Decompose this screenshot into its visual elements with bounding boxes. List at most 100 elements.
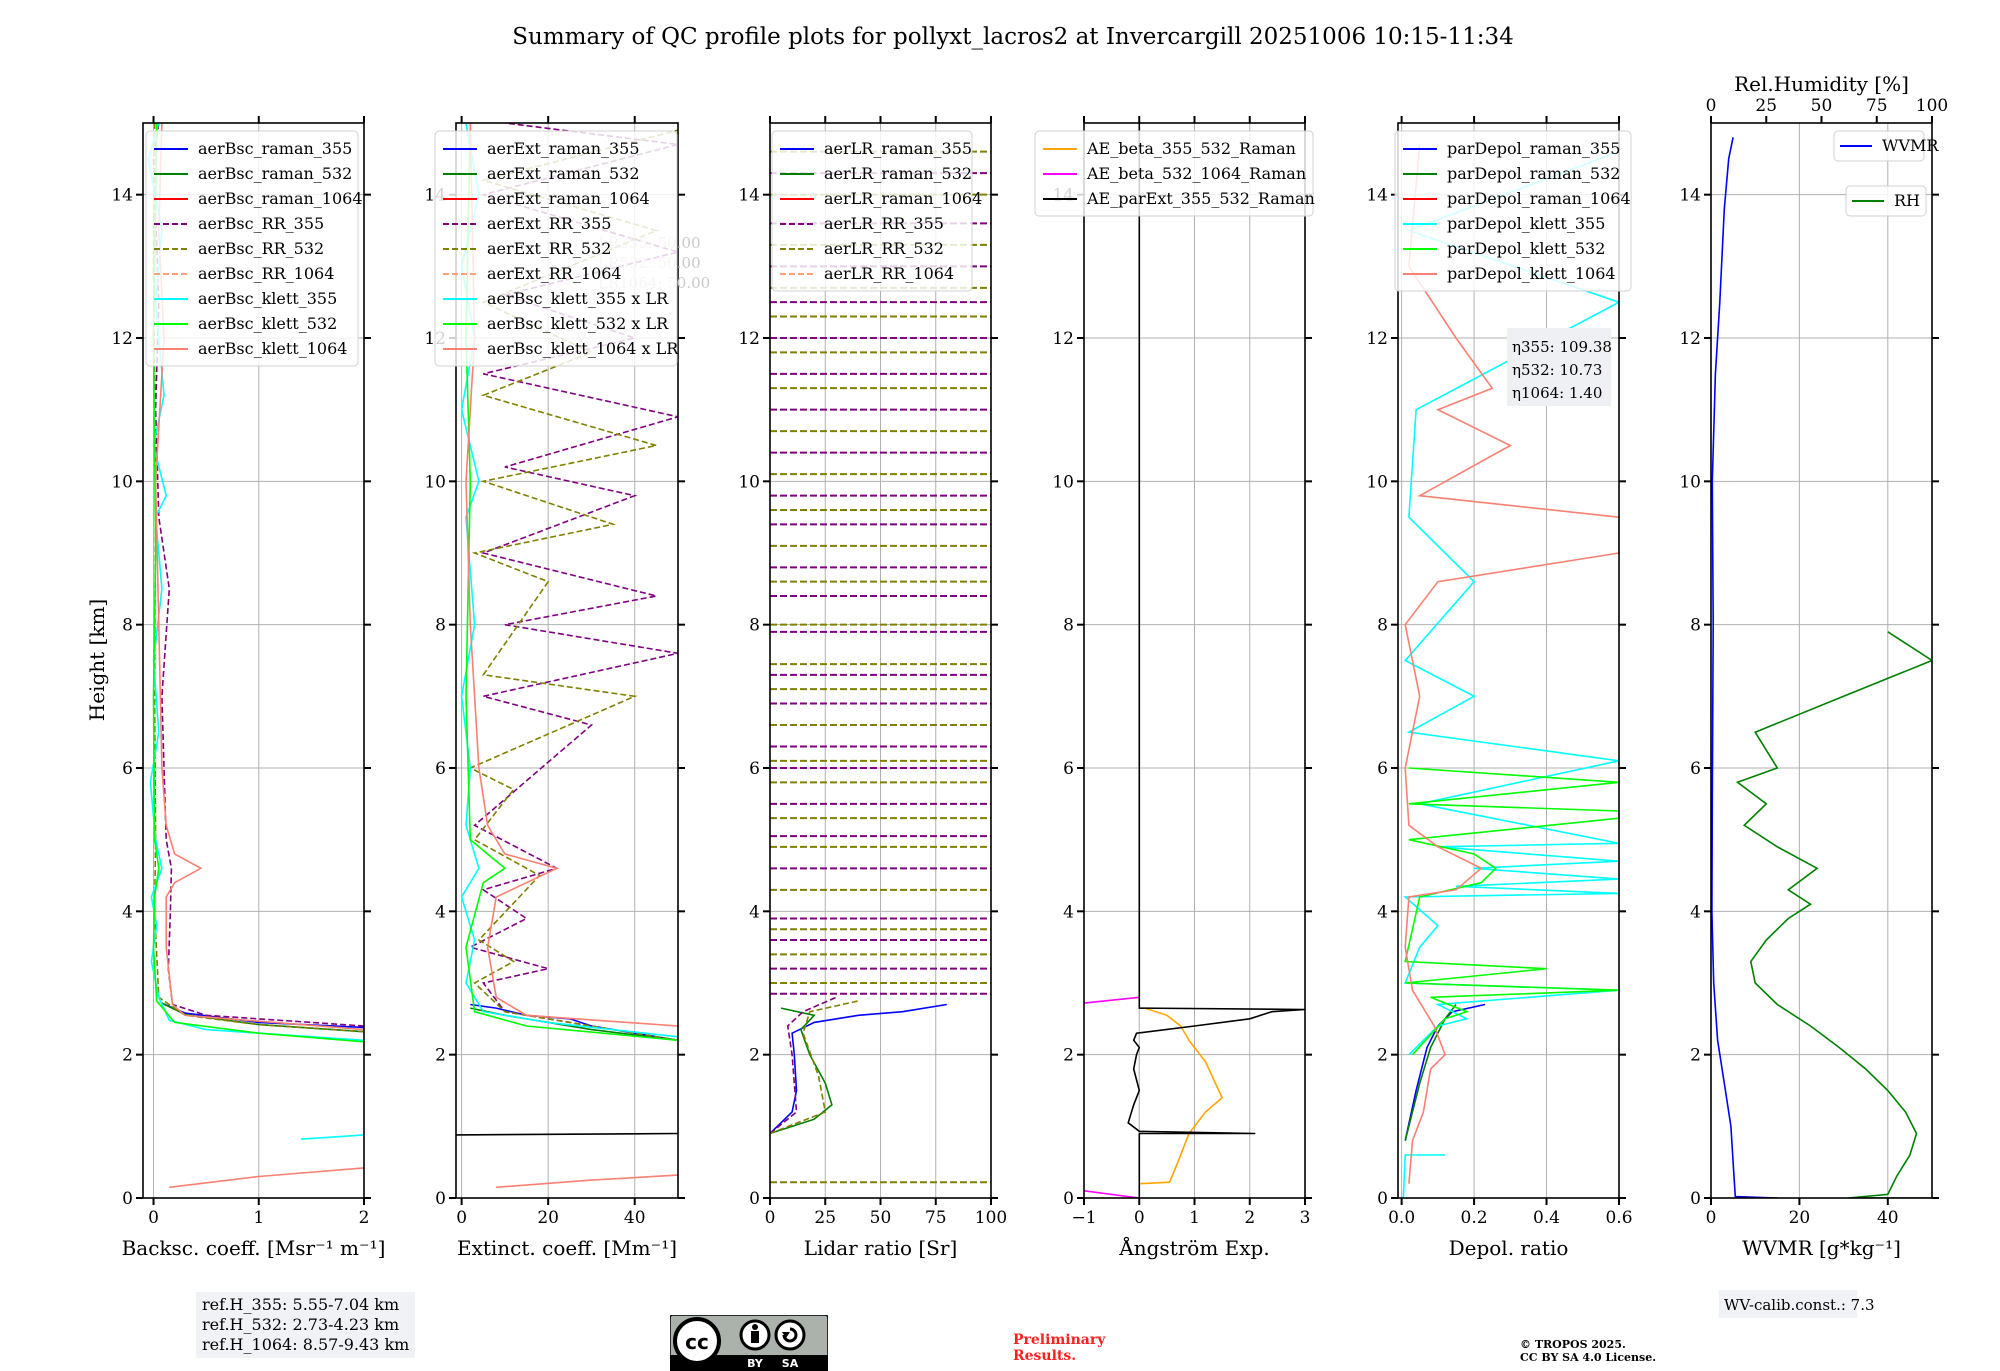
legend-label: aerLR_RR_355 (824, 214, 944, 233)
y-tick-label: 0 (749, 1189, 760, 1209)
preliminary-line-2: Results. (1013, 1348, 1077, 1364)
copyright-note: © TROPOS 2025. CC BY SA 4.0 License. (1520, 1338, 1656, 1364)
reference-heights-box: ref.H_355: 5.55-7.04 km ref.H_532: 2.73-… (196, 1292, 416, 1358)
y-tick-label: 6 (122, 759, 133, 779)
y-tick-label: 12 (1679, 329, 1701, 349)
legend-label: aerBsc_klett_355 (198, 289, 337, 308)
axes-frame (1397, 122, 1620, 1199)
top-x-tick-label: 50 (1811, 96, 1833, 116)
series-aerBsc-raman-532 (161, 1002, 364, 1033)
series-parDepol-klett-1064 (1404, 144, 1619, 1184)
legend-label: aerLR_RR_1064 (824, 264, 954, 283)
y-tick-label: 0 (1690, 1189, 1701, 1209)
panel-depol: 0.0 0.2 0.4 0.6 0 2 4 6 8 10 12 14 Depol. ratio parDe… (1366, 116, 1633, 1260)
x-tick-label: −1 (1071, 1208, 1096, 1228)
eta-value: η355: 109.38 (1512, 338, 1612, 356)
panel-angstrom: −1012302468101214Ångström Exp.AE_beta_35… (1034, 116, 1315, 1260)
axes-frame (142, 122, 365, 1199)
y-tick-label: 0 (435, 1189, 446, 1209)
x-tick-label: 0.2 (1461, 1208, 1488, 1228)
x-tick-label: 0.4 (1533, 1208, 1560, 1228)
legend-label: aerBsc_raman_1064 (198, 189, 363, 208)
legend-label: aerBsc_raman_355 (198, 139, 352, 158)
legend-label: aerBsc_RR_532 (198, 239, 324, 258)
x-tick-label: 20 (537, 1208, 559, 1228)
legend-label: aerLR_raman_532 (824, 164, 972, 183)
x-tick-label: 0 (1706, 1208, 1717, 1228)
legend: parDepol_raman_355 parDepol_raman_532 parD… (1394, 130, 1632, 292)
legend-WVMR: WVMR (1833, 130, 1939, 162)
wv-calib-annotation: WV-calib.const.: 7.3 (1719, 1290, 1875, 1318)
panel-water-vapor: 0 20 40 0 2 4 6 8 10 12 14 WVMR [g*kg⁻¹] 0 25 50 75 100 R… (1679, 72, 1948, 1318)
legend: aerExt_raman_355 aerExt_raman_532 aerExt_r… (434, 130, 679, 367)
eta-value: η1064: 1.40 (1512, 384, 1602, 402)
y-tick-label: 0 (1063, 1189, 1074, 1209)
series-parDepol-raman-532 (1404, 1004, 1457, 1141)
copyright-line-2: CC BY SA 4.0 License. (1520, 1351, 1657, 1364)
legend-RH: RH (1845, 185, 1927, 217)
y-tick-label: 2 (1377, 1046, 1388, 1066)
y-tick-label: 14 (1679, 186, 1701, 206)
x-tick-label: 25 (814, 1208, 836, 1228)
x-axis-label: Backsc. coeff. [Msr⁻¹ m⁻¹] (122, 1236, 386, 1260)
x-tick-label: 2 (359, 1208, 370, 1228)
legend: aerBsc_raman_355 aerBsc_raman_532 aerBsc_r… (145, 130, 363, 367)
y-tick-label: 6 (1377, 759, 1388, 779)
series-aerLR-RR-355 (770, 996, 837, 1135)
legend-label: aerLR_raman_355 (824, 139, 972, 158)
series-aerBsc-klett-532 (152, 123, 364, 1043)
legend-label: parDepol_klett_532 (1447, 239, 1605, 258)
y-tick-label: 14 (111, 186, 133, 206)
y-tick-label: 10 (1366, 472, 1388, 492)
y-tick-label: 10 (111, 472, 133, 492)
legend-label: aerBsc_klett_532 x LR (487, 314, 669, 333)
legend-label: aerExt_RR_355 (487, 214, 611, 233)
y-tick-label: 2 (435, 1046, 446, 1066)
series-WVMR (1711, 137, 1778, 1198)
x-tick-label: 0 (765, 1208, 776, 1228)
plot-area (147, 123, 364, 1189)
legend: aerLR_raman_355 aerLR_raman_532 aerLR_rama… (771, 130, 982, 292)
badge-by-label: BY (747, 1357, 764, 1370)
plot-area (1711, 137, 1932, 1198)
panel-extinction: 0204002468101214Extinct. coeff. [Mm⁻¹]LR… (424, 116, 710, 1260)
y-tick-label: 2 (1063, 1046, 1074, 1066)
legend-label: RH (1894, 191, 1920, 210)
eta-annotation: η355: 109.38 η532: 10.73 η1064: 1.40 (1507, 328, 1612, 406)
eta-value: η532: 10.73 (1512, 361, 1602, 379)
series-parDepol-klett-355 (1402, 150, 1619, 1198)
y-tick-label: 10 (738, 472, 760, 492)
y-tick-label: 12 (1052, 329, 1074, 349)
legend-label: aerLR_RR_532 (824, 239, 944, 258)
copyright-line-1: © TROPOS 2025. (1520, 1338, 1626, 1351)
y-tick-label: 12 (738, 329, 760, 349)
series-parDepol-raman-355 (1404, 1003, 1486, 1141)
y-tick-label: 10 (1052, 472, 1074, 492)
legend-frame (771, 130, 973, 292)
legend-frame (1845, 185, 1927, 217)
legend: AE_beta_355_532_Raman AE_beta_532_1064_Ra… (1034, 130, 1315, 217)
x-tick-label: 0 (456, 1208, 467, 1228)
preliminary-results-note: Preliminary Results. (1013, 1332, 1105, 1364)
x-axis-label: Depol. ratio (1449, 1236, 1569, 1260)
axes-frame (1710, 122, 1933, 1199)
top-x-tick-label: 75 (1866, 96, 1888, 116)
y-tick-label: 10 (1679, 472, 1701, 492)
y-tick-label: 4 (1063, 902, 1074, 922)
legend-label: parDepol_raman_532 (1447, 164, 1620, 183)
series-AE-beta-532-1064-Raman (1084, 996, 1140, 1198)
y-tick-label: 10 (424, 472, 446, 492)
badge-sa-label: SA (782, 1357, 799, 1370)
y-tick-label: 2 (749, 1046, 760, 1066)
y-tick-label: 12 (1366, 329, 1388, 349)
series-AE-parExt-355-532-Raman (1127, 123, 1305, 1198)
y-tick-label: 2 (1690, 1046, 1701, 1066)
legend-label: aerExt_raman_355 (487, 139, 640, 158)
y-tick-label: 0 (122, 1189, 133, 1209)
y-tick-label: 6 (435, 759, 446, 779)
legend-frame (145, 130, 359, 367)
preliminary-line-1: Preliminary (1013, 1332, 1106, 1348)
legend-label: parDepol_raman_1064 (1447, 189, 1631, 208)
x-tick-label: 1 (1189, 1208, 1200, 1228)
series-aerBsc-klett-1064 (154, 123, 364, 1189)
